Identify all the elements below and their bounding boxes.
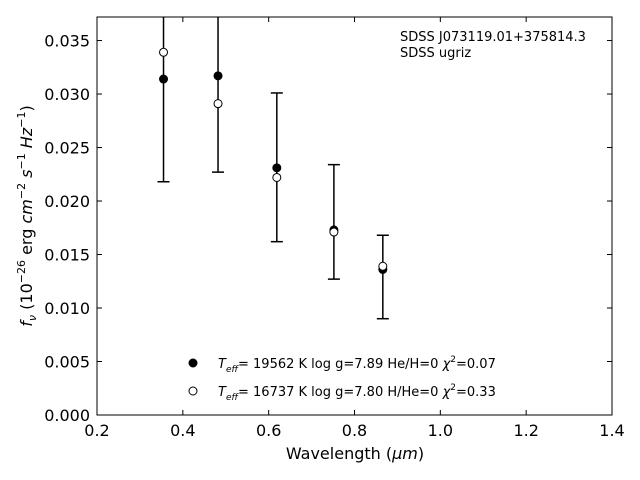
data-point-filled bbox=[272, 163, 282, 173]
x-tick-label: 1.4 bbox=[599, 421, 624, 440]
legend-entry-text: Teff= 19562 K log g=7.89 He/H=0 χ2=0.07 bbox=[218, 355, 496, 375]
y-tick-label: 0.010 bbox=[44, 299, 90, 318]
y-tick-label: 0.035 bbox=[44, 32, 90, 51]
legend: Teff= 19562 K log g=7.89 He/H=0 χ2=0.07 T… bbox=[188, 355, 496, 403]
annotation-filter-set: SDSS ugriz bbox=[400, 46, 471, 61]
data-point-open bbox=[272, 172, 282, 182]
ticks-layer: 0.2 0.4 0.6 0.8 1.0 1.2 1.4 0.000 0.005 0.010 0.01… bbox=[44, 17, 625, 440]
plot-layer bbox=[157, 17, 389, 320]
legend-marker bbox=[188, 358, 198, 368]
data-point-open bbox=[329, 227, 339, 237]
x-tick-label: 0.2 bbox=[84, 421, 109, 440]
data-point-open bbox=[378, 261, 388, 271]
x-tick-label: 0.4 bbox=[170, 421, 195, 440]
x-axis-title: Wavelength (μm) bbox=[286, 444, 424, 463]
y-tick-label: 0.030 bbox=[44, 85, 90, 104]
legend-marker bbox=[188, 386, 198, 396]
x-tick-label: 1.2 bbox=[513, 421, 538, 440]
data-point-filled bbox=[159, 74, 169, 84]
y-tick-label: 0.005 bbox=[44, 353, 90, 372]
x-tick-label: 0.6 bbox=[256, 421, 281, 440]
y-axis-title: fν (10−26 erg cm−2 s−1 Hz−1) bbox=[15, 105, 39, 326]
data-point-filled bbox=[213, 71, 223, 81]
y-tick-label: 0.015 bbox=[44, 246, 90, 265]
annotation-object-name: SDSS J073119.01+375814.3 bbox=[400, 30, 586, 45]
data-point-open bbox=[159, 47, 169, 57]
x-tick-label: 0.8 bbox=[342, 421, 367, 440]
legend-entry-text: Teff= 16737 K log g=7.80 H/He=0 χ2=0.33 bbox=[218, 383, 496, 403]
y-tick-label: 0.025 bbox=[44, 139, 90, 158]
y-tick-label: 0.000 bbox=[44, 406, 90, 425]
x-tick-label: 1.0 bbox=[428, 421, 453, 440]
data-point-open bbox=[213, 99, 223, 109]
y-tick-label: 0.020 bbox=[44, 192, 90, 211]
